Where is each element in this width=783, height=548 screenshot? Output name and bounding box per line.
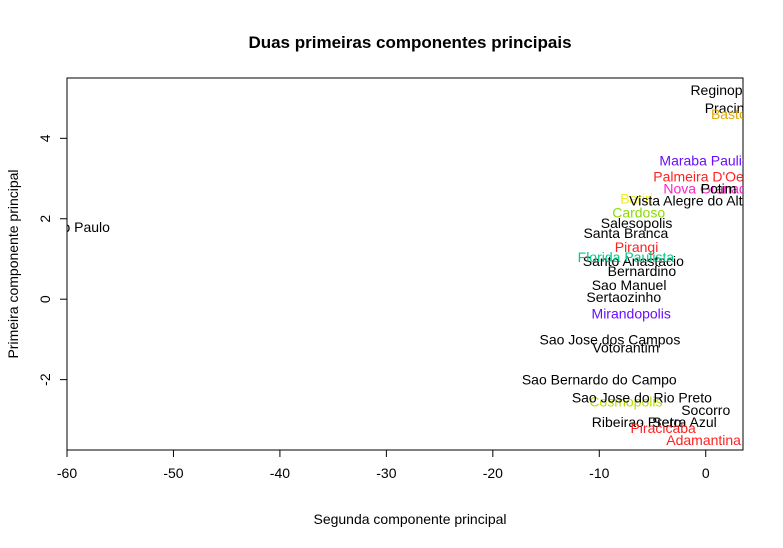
point-label: Bariri [620, 191, 653, 207]
y-tick-label: -2 [37, 373, 53, 386]
point-label: Sao Bernardo do Campo [522, 372, 677, 388]
point-label: Piracicaba [630, 420, 696, 436]
y-tick-label: 4 [37, 134, 53, 142]
point-label: Sertaozinho [586, 289, 661, 305]
point-label: Salesopolis [601, 215, 673, 231]
point-label: Potim [701, 181, 737, 197]
point-label: Nova Granada [663, 181, 754, 197]
y-axis-label: Primeira componente principal [5, 169, 21, 358]
x-tick-label: -60 [57, 465, 77, 481]
point-label: Cardoso [612, 205, 665, 221]
y-tick-label: 0 [37, 295, 53, 303]
point-label: Ribeirao Preto [592, 414, 682, 430]
point-label: Maraba Paulista [659, 152, 760, 168]
y-tick-label: 2 [37, 215, 53, 223]
x-tick-label: -20 [483, 465, 503, 481]
point-label: Mirandopolis [592, 305, 671, 321]
point-label: Adamantina [666, 432, 741, 448]
point-label: Socorro [681, 402, 730, 418]
point-label: Bastos [711, 106, 754, 122]
x-tick-label: -50 [163, 465, 183, 481]
point-label: Santo Anastacio [583, 253, 684, 269]
point-label: Vista Alegre do Alto [629, 193, 750, 209]
x-axis-label: Segunda componente principal [313, 511, 506, 527]
x-tick-label: -10 [589, 465, 609, 481]
point-label: Pracinha [705, 100, 760, 116]
point-label: Pirangi [615, 239, 659, 255]
x-tick-label: -30 [376, 465, 396, 481]
point-label: Palmeira D'Oeste [653, 169, 762, 185]
x-tick-label: -40 [270, 465, 290, 481]
chart-title: Duas primeiras componentes principais [248, 33, 571, 52]
y-axis: -2 0 2 4 [37, 134, 68, 386]
point-label: Serra Azul [652, 414, 717, 430]
point-label: Votorantim [592, 339, 659, 355]
point-label: Florida Paulista [578, 249, 675, 265]
point-label: Reginopolis [690, 82, 763, 98]
point-label: Bernardino [608, 263, 677, 279]
point-label: Cosmopolis [589, 394, 662, 410]
x-tick-label: 0 [702, 465, 710, 481]
point-label: Santa Branca [583, 225, 668, 241]
point-label: Sao Jose dos Campos [539, 331, 680, 347]
point-label: Sao Jose do Rio Preto [572, 390, 712, 406]
point-label: Sao Manuel [592, 277, 667, 293]
point-label: Sao Paulo [45, 219, 110, 235]
x-axis: -60 -50 -40 -30 -20 -10 0 [57, 449, 710, 481]
